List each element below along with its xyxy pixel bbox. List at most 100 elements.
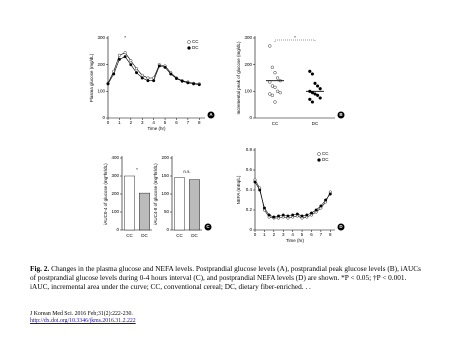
data-point [318,96,322,100]
x-tick-label: 5 [164,120,167,125]
data-point [135,67,139,71]
data-point [169,72,173,76]
annotation: * [294,35,296,40]
y-axis-label: Plasma glucose (mg/dL) [89,53,94,102]
citation: J Korean Med Sci. 2016 Feb;31(2):222-230… [30,311,136,325]
data-point [277,214,281,218]
y-tick-label: 200 [161,155,169,160]
x-tick-label: 5 [301,232,304,237]
data-point [318,87,322,91]
y-tick-label: 0.2 [246,207,253,212]
y-tick-label: 50 [164,209,170,214]
data-point [273,85,277,89]
significance-bracket [274,39,316,42]
data-point [276,89,280,93]
x-tick-label: 2 [130,120,133,125]
y-tick-label: 0 [102,115,105,120]
panel-label: C [206,224,210,229]
panel-label: B [339,112,343,117]
y-tick-label: 300 [111,173,119,178]
data-point [310,72,314,76]
doi-link[interactable]: http://dx.doi.org/10.3346/jkms.2016.31.2… [30,318,136,324]
data-point [273,100,277,104]
data-point [309,211,313,215]
y-tick-label: 0 [116,227,119,232]
y-tick-label: 100 [111,209,119,214]
data-point [308,97,312,101]
bar [174,177,185,231]
data-point [186,81,190,85]
y-tick-label: 0 [249,115,252,120]
data-point [123,55,127,59]
data-point [106,82,110,86]
data-point [272,215,276,219]
y-tick-label: 100 [161,191,169,196]
x-tick-label: 1 [263,232,266,237]
data-point [197,83,201,87]
y-tick-label: 300 [244,35,252,40]
journal: J Korean Med Sci. 2016 Feb;31(2):222-230… [30,311,133,317]
y-tick-label: 0.6 [246,167,253,172]
x-tick-label: 6 [175,120,178,125]
y-tick-label: 0.8 [246,147,253,152]
data-point [310,100,314,104]
y-axis-label: Incremental peak of glucose (mg/dL) [236,41,241,115]
data-point [291,213,295,217]
x-tick-label: 4 [152,120,155,125]
data-point [163,65,167,69]
data-point [258,188,262,192]
data-point [305,213,309,217]
y-tick-label: 0.4 [246,187,253,192]
data-point [129,59,133,63]
legend-label: DC [192,45,199,50]
x-tick-label: 6 [310,232,313,237]
x-tick-label: 7 [187,120,190,125]
data-point [135,71,139,75]
caption-label: Fig. 2. [30,264,50,273]
data-point [180,79,184,83]
data-point [313,81,317,85]
data-point [117,57,121,61]
data-point [192,82,196,86]
data-point [276,76,280,80]
data-point [117,53,121,57]
data-point [268,92,272,96]
bar [124,175,135,231]
x-tick-label: DC [312,121,319,126]
data-point [270,93,274,97]
x-tick-label: CC [176,233,183,238]
panel-label: A [209,112,213,117]
data-point [268,44,272,48]
legend-label: DC [322,157,329,162]
x-tick-label: CC [126,233,133,238]
panel-badge [337,111,345,119]
y-axis-label: iAUC4-8 of glucose (mg*hr/dL) [153,163,158,225]
data-point [129,63,133,67]
x-tick-label: 2 [273,232,276,237]
data-point [146,76,150,80]
legend-label: CC [322,151,329,156]
legend-marker [187,40,191,44]
x-tick-label: 3 [282,232,285,237]
x-tick-label: DC [141,233,148,238]
y-tick-label: 0 [166,227,169,232]
data-point [253,180,257,184]
panel-badge [337,223,345,231]
data-point [328,192,332,196]
data-point [278,91,282,95]
data-point [267,213,271,217]
annotation: n.s. [183,169,190,174]
x-tick-label: 3 [141,120,144,125]
y-tick-label: 200 [111,191,119,196]
data-point [152,79,156,83]
y-tick-label: 200 [97,62,105,67]
data-point [146,79,150,83]
y-axis-label: iAUC0-4 of glucose (mg*hr/dL) [103,163,108,225]
y-tick-label: 200 [244,62,252,67]
x-axis-label: Time (hr) [147,126,166,131]
x-tick-label: 4 [291,232,294,237]
series-line [254,181,331,218]
panel-badge [204,223,212,231]
legend-marker [317,152,321,156]
